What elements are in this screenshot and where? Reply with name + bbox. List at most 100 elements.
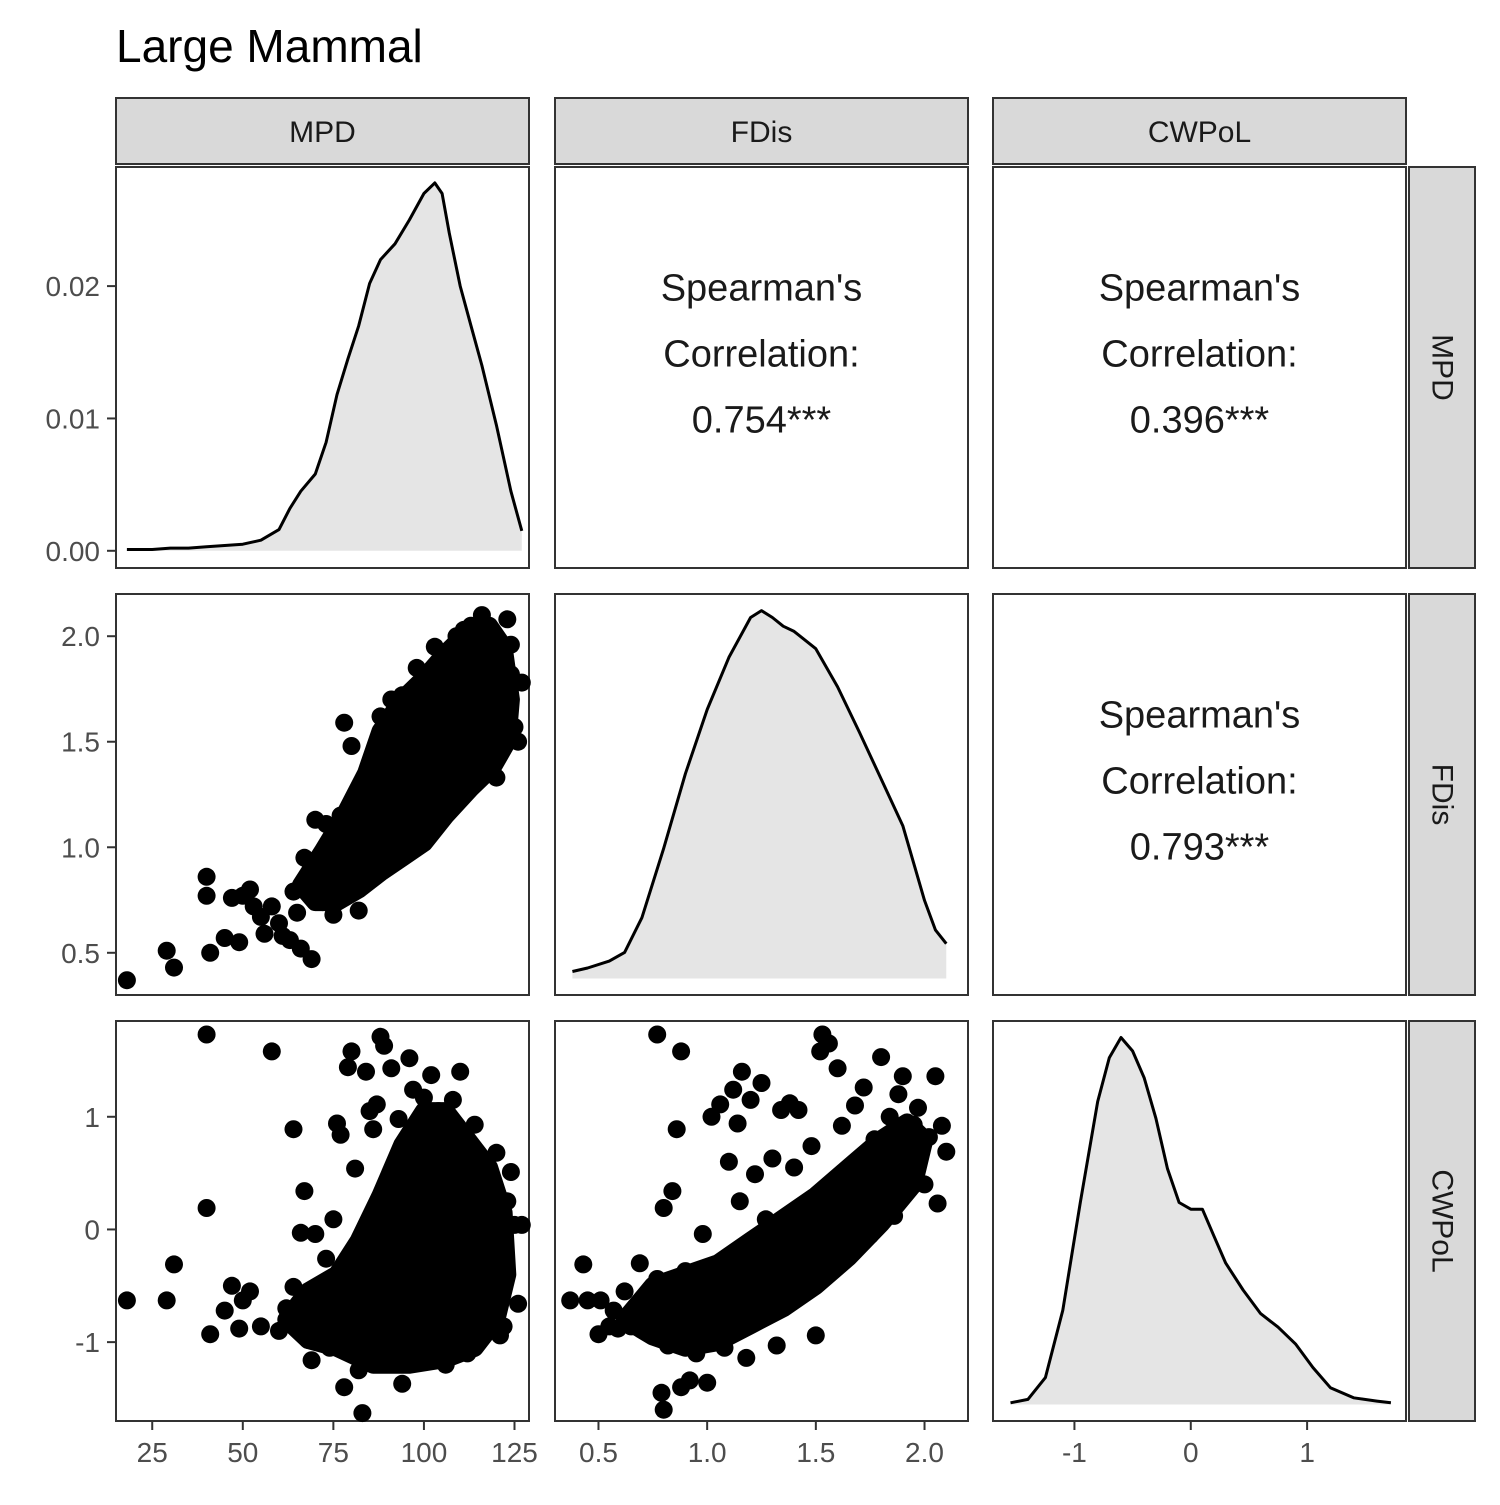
scatter-point xyxy=(295,1182,314,1201)
correlation-text-mpd-fdis: Correlation: xyxy=(663,334,859,376)
x-tick-label-fdis: 1.0 xyxy=(688,1437,727,1468)
scatter-point xyxy=(615,1282,634,1301)
scatter-point xyxy=(197,886,216,905)
scatter-dense-cloud xyxy=(291,616,520,912)
scatter-point xyxy=(872,1048,891,1067)
scatter-point xyxy=(331,1125,350,1144)
scatter-point xyxy=(591,1291,610,1310)
scatter-point xyxy=(501,1163,520,1181)
scatter-point xyxy=(165,1255,183,1274)
scatter-point xyxy=(752,1074,771,1092)
scatter-point xyxy=(730,1192,749,1211)
scatter-point xyxy=(909,1098,927,1117)
x-tick-label-cwpol: 0 xyxy=(1183,1437,1199,1468)
correlation-text-fdis-cwpol: Correlation: xyxy=(1101,761,1297,803)
scatter-point xyxy=(648,1025,667,1044)
scatter-point xyxy=(802,1137,821,1156)
scatter-point xyxy=(711,1095,730,1114)
scatter-point xyxy=(741,1090,760,1109)
strip-right-label-cwpol: CWPoL xyxy=(1426,1169,1459,1272)
scatter-point xyxy=(117,1291,136,1310)
scatter-point xyxy=(667,1120,686,1139)
scatter-point xyxy=(317,1249,336,1268)
scatter-point xyxy=(302,1351,321,1370)
scatter-point xyxy=(197,1199,216,1217)
scatter-point xyxy=(578,1291,597,1310)
panel-layer: Spearman's Correlation: 0.754*** Spearman's… xyxy=(115,166,1407,1423)
scatter-dense-cloud xyxy=(277,1102,517,1374)
scatter-point xyxy=(230,933,249,952)
scatter-point xyxy=(201,943,220,962)
x-tick-label-mpd: 50 xyxy=(227,1437,258,1468)
scatter-point xyxy=(349,901,368,920)
scatter-point xyxy=(828,1059,847,1078)
scatter-point xyxy=(367,1095,386,1114)
y-tick-label-fdis: 1.5 xyxy=(61,727,100,758)
scatter-point xyxy=(509,1294,528,1313)
scatter-point xyxy=(197,867,216,886)
y-tick-label-cwpol: 0 xyxy=(84,1214,100,1245)
scatter-point xyxy=(932,1116,951,1135)
scatter-point xyxy=(737,1348,756,1367)
y-tick-label-cwpol: 1 xyxy=(84,1102,100,1133)
y-tick-label-density: 0.02 xyxy=(46,271,101,302)
scatter-point xyxy=(672,1042,691,1061)
strip-layer: MPD FDis CWPoL MPD FDis CWPoL xyxy=(115,97,1476,1422)
scatter-point xyxy=(789,1101,808,1119)
scatter-point xyxy=(157,941,176,960)
scatter-point xyxy=(284,1120,303,1139)
scatter-point xyxy=(357,1062,375,1081)
scatter-point xyxy=(785,1158,804,1177)
strip-right-label-mpd: MPD xyxy=(1426,334,1459,401)
scatter-point xyxy=(728,1114,747,1133)
scatter-point xyxy=(288,903,307,922)
density-area-mpd xyxy=(126,182,522,551)
scatter-fdis-cwpol xyxy=(561,1025,956,1419)
scatter-point xyxy=(574,1255,593,1274)
scatter-point xyxy=(630,1254,649,1273)
scatter-point xyxy=(928,1194,947,1213)
scatter-point xyxy=(262,897,281,916)
correlation-text-fdis-cwpol: Spearman's xyxy=(1099,695,1301,737)
x-tick-label-fdis: 1.5 xyxy=(796,1437,835,1468)
scatter-point xyxy=(937,1142,956,1161)
scatter-point xyxy=(724,1080,743,1099)
scatter-point xyxy=(393,1374,412,1393)
scatter-point xyxy=(215,1301,234,1320)
strip-top-cwpol xyxy=(992,97,1407,165)
scatter-point xyxy=(241,880,259,899)
x-tick-label-cwpol: -1 xyxy=(1062,1437,1087,1468)
y-tick-label-cwpol: -1 xyxy=(75,1327,100,1358)
scatter-point xyxy=(806,1326,825,1345)
strip-top-label-mpd: MPD xyxy=(289,116,356,149)
scatter-point xyxy=(893,1067,912,1086)
scatter-point xyxy=(346,1159,365,1178)
scatter-point xyxy=(680,1371,699,1390)
density-line-mpd xyxy=(126,181,524,551)
scatter-point xyxy=(157,1291,176,1310)
scatter-point xyxy=(746,1165,764,1184)
scatter-point xyxy=(698,1373,717,1392)
scatter-point xyxy=(819,1034,838,1053)
scatter-point xyxy=(353,1404,372,1423)
panel-fdis-cwpol xyxy=(992,593,1407,996)
strip-top-label-cwpol: CWPoL xyxy=(1148,116,1251,149)
correlation-text-mpd-cwpol: Correlation: xyxy=(1101,334,1297,376)
scatter-point xyxy=(451,1062,470,1081)
x-tick-label-mpd: 100 xyxy=(401,1437,448,1468)
y-tick-label-density: 0.00 xyxy=(46,536,101,567)
strip-right-mpd xyxy=(1408,166,1476,569)
scatter-point xyxy=(889,1085,908,1104)
correlation-text-mpd-cwpol: 0.396*** xyxy=(1130,400,1270,442)
scatter-point xyxy=(719,1152,738,1171)
strip-top-fdis xyxy=(554,97,969,165)
scatter-point xyxy=(342,737,361,755)
density-area-cwpol xyxy=(1010,1037,1391,1405)
x-tick-label-mpd: 25 xyxy=(137,1437,168,1468)
scatter-point xyxy=(302,950,321,969)
scatter-point xyxy=(763,1149,782,1168)
scatter-point xyxy=(306,1225,325,1243)
scatter-point xyxy=(197,1025,216,1044)
